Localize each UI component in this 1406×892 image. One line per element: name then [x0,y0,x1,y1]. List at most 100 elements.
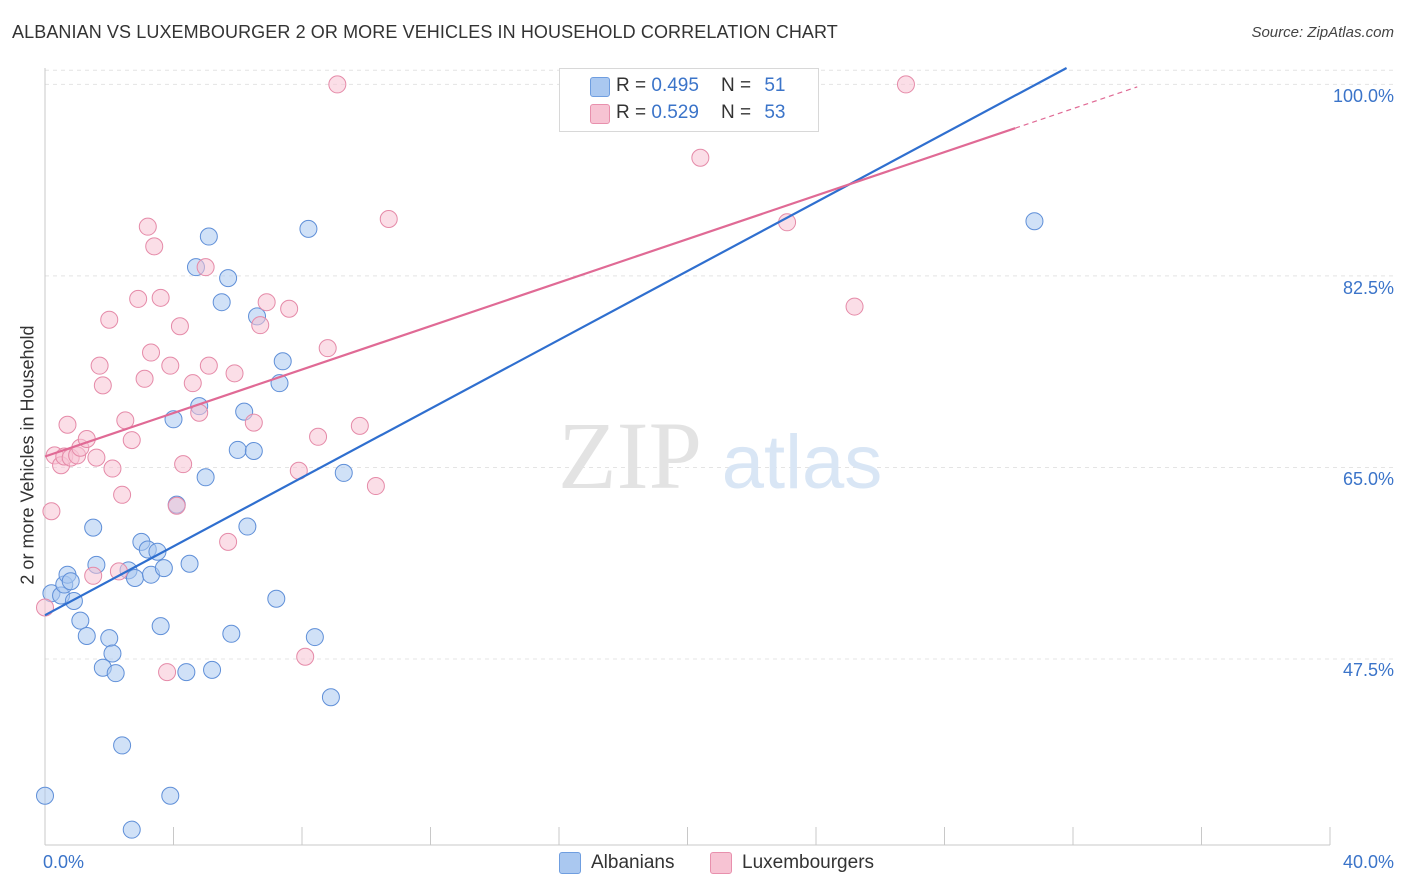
albanian-point [71,611,90,630]
albanian-trend-line [44,67,1068,617]
legend-r-label: R = [616,75,647,96]
source-credit: Source: ZipAtlas.com [1251,24,1394,41]
luxembourger-point [90,356,109,375]
luxembourger-point [244,413,263,432]
albanian-point [148,542,167,561]
albanian-point [106,664,125,683]
luxembourger-point [196,258,215,277]
luxembourger-trend-line [44,127,1016,458]
albanian-point [228,440,247,459]
luxembourger-point [309,427,328,446]
legend-r-value: 0.529 [651,102,699,123]
luxembourger-point [691,148,710,167]
luxembourger-point [318,339,337,358]
albanian-point [244,442,263,461]
albanian-point [77,626,96,645]
albanian-point [113,736,132,755]
bottom-legend-label: Luxembourgers [742,852,875,873]
albanian-point [84,518,103,537]
legend-r-label: R = [616,102,647,123]
luxembourger-point [161,356,180,375]
albanian-point [154,559,173,578]
albanian-point [36,786,54,805]
albanian-point [161,786,180,805]
luxembourger-point [87,448,106,467]
albanian-point [273,352,292,371]
albanian-point [125,568,144,587]
albanian-point [177,663,196,682]
luxembourger-trend-extension [1014,86,1138,129]
trend-lines [44,67,1138,617]
albanian-point [151,617,170,636]
watermark: ZIP atlas [558,402,882,509]
albanian-point [100,629,119,648]
luxembourger-point [58,415,77,434]
data-points [36,75,1044,839]
luxembourger-point [103,459,122,478]
bottom-legend-luxembourgers: Luxembourgers [710,852,874,874]
luxembourger-point [379,210,398,229]
luxembourger-point [158,663,177,682]
y-tick-label: 100.0% [1332,86,1394,106]
legend-n-value: 53 [764,102,786,123]
luxembourger-point [350,416,369,435]
albanian-point [321,688,340,707]
luxembourger-point [122,431,141,450]
albanian-point [196,468,215,487]
luxembourger-point [138,217,157,236]
legend-n-label: N = [720,102,752,123]
legend-row-albanians: R = 0.495 N = 51 [590,73,785,99]
luxembourger-point [251,316,270,335]
luxembourger-point [142,343,161,362]
grid-lines [45,69,1395,660]
luxembourger-point [170,317,189,336]
bottom-legend-albanians: Albanians [559,852,674,874]
watermark-atlas: atlas [722,420,883,505]
albanian-point [64,591,83,610]
albanian-point [222,624,241,643]
luxembourger-point [100,310,119,329]
watermark-zip: ZIP [558,402,702,509]
bottom-legend-swatch-luxembourgers [710,852,732,874]
albanian-point [103,644,122,663]
luxembourger-point [296,647,315,666]
luxembourger-point [280,299,299,318]
albanian-point [180,554,199,573]
bottom-legend-label: Albanians [591,852,675,873]
luxembourger-point [113,485,132,504]
luxembourger-point [93,376,112,395]
legend: R = 0.495 N = 51 R = 0.529 N = 53 [559,68,819,132]
albanian-point [219,269,238,288]
albanian-point [334,463,353,482]
luxembourger-point [183,374,202,393]
legend-n-label: N = [720,75,752,96]
albanian-point [299,219,318,238]
legend-swatch-albanians [590,77,610,97]
bottom-legend-swatch-albanians [559,852,581,874]
albanian-point [1025,212,1044,231]
legend-r-value: 0.495 [651,75,699,96]
y-tick-label: 65.0% [1342,469,1394,489]
x-tick-label-min: 0.0% [43,852,85,872]
luxembourger-point [366,477,385,496]
albanian-point [238,517,257,536]
legend-swatch-luxembourgers [590,104,610,124]
luxembourger-point [36,598,54,617]
albanian-point [199,227,218,246]
luxembourger-point [151,288,170,307]
luxembourger-point [219,532,238,551]
y-tick-label: 82.5% [1342,278,1394,298]
albanian-point [203,660,222,679]
luxembourger-point [328,75,347,94]
luxembourger-point [845,297,864,316]
albanian-point [122,820,141,839]
luxembourger-point [174,455,193,474]
luxembourger-point [257,293,276,312]
luxembourger-point [42,502,61,521]
luxembourger-point [135,369,154,388]
luxembourger-point [199,356,218,375]
y-tick-label: 47.5% [1342,660,1394,680]
luxembourger-point [129,289,148,308]
luxembourger-point [896,75,915,94]
